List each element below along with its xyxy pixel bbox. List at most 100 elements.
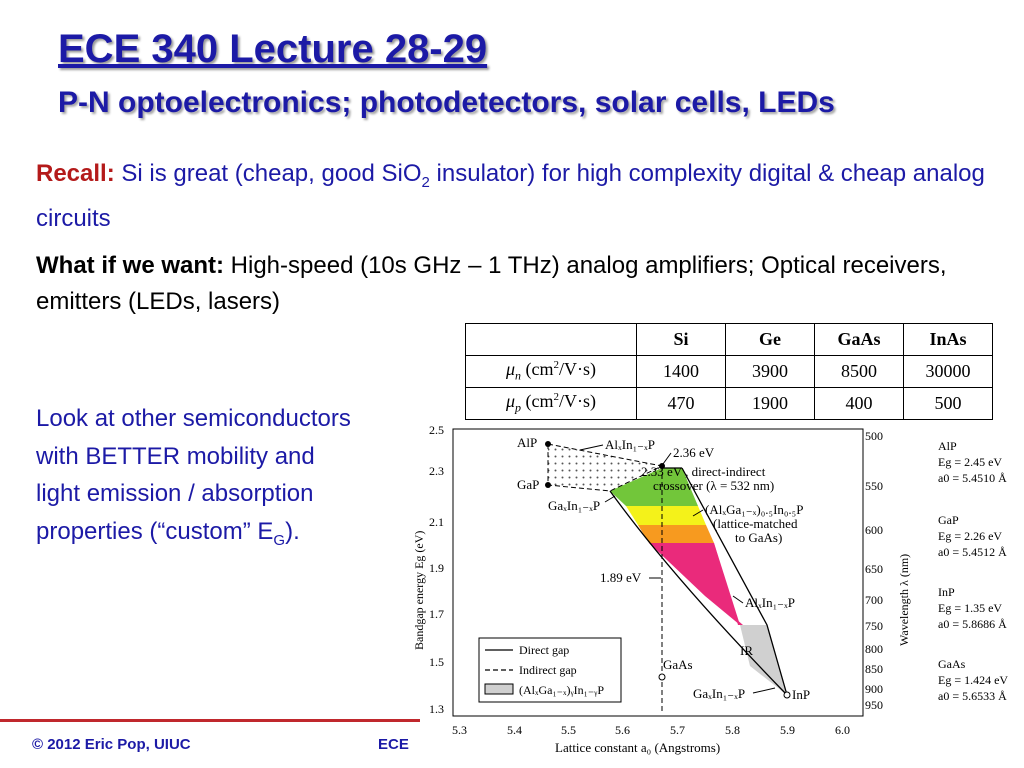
ann-gap: GaP [517, 477, 539, 492]
svg-text:5.7: 5.7 [670, 723, 685, 737]
ann-alp: AlP [517, 435, 537, 450]
ann-algainp-b: (lattice-matched [713, 516, 798, 531]
svg-text:2.5: 2.5 [429, 423, 444, 437]
svg-text:Eg = 2.45 eV: Eg = 2.45 eV [938, 455, 1002, 469]
ann-233a: 2.33 eV , direct-indirect [641, 464, 766, 479]
table-row: μn (cm2/V·s) 1400 3900 8500 30000 [465, 355, 993, 388]
wavelength-ticks: 500 550 600 650 700 750 800 850 900 950 [865, 429, 883, 712]
table-cell: 1900 [725, 387, 815, 420]
band-orange [638, 525, 714, 543]
gaas-point [658, 673, 666, 681]
svg-text:5.4: 5.4 [507, 723, 522, 737]
ann-233b: crossover (λ = 532 nm) [653, 478, 774, 493]
crossover-point [659, 463, 665, 469]
table-cell: 500 [903, 387, 993, 420]
table-header-cell: InAs [903, 323, 993, 356]
svg-text:2.3: 2.3 [429, 464, 444, 478]
table-cell: 30000 [903, 355, 993, 388]
svg-text:GaAs: GaAs [938, 657, 966, 671]
ann-inp: InP [792, 687, 810, 702]
svg-text:Eg = 1.424 eV: Eg = 1.424 eV [938, 673, 1008, 687]
footer-course: ECE [378, 736, 409, 753]
svg-text:1.9: 1.9 [429, 561, 444, 575]
row-label-mu-n: μn (cm2/V·s) [465, 355, 637, 388]
svg-text:500: 500 [865, 429, 883, 443]
svg-text:GaP: GaP [938, 513, 959, 527]
svg-text:600: 600 [865, 523, 883, 537]
look-paragraph: Look at other semiconductors with BETTER… [36, 405, 351, 549]
table-cell: 8500 [814, 355, 904, 388]
ann-ir: IR [740, 643, 753, 658]
ann-189: 1.89 eV [600, 570, 642, 585]
svg-text:2.1: 2.1 [429, 515, 444, 529]
band-pink-main [649, 543, 740, 625]
recall-label: Recall: [36, 160, 115, 187]
table-header-cell: GaAs [814, 323, 904, 356]
recall-text-a: Si is great (cheap, good SiO [114, 160, 422, 187]
svg-text:950: 950 [865, 698, 883, 712]
legend-alloy: (AlₓGa₁₋ₓ)ᵧIn₁₋ᵧP [519, 683, 604, 697]
materials-list: AlP Eg = 2.45 eV a0 = 5.4510 Å GaP Eg = … [938, 439, 1008, 703]
table-cell: 400 [814, 387, 904, 420]
bandgap-figure: AlP GaP AlₓIn₁₋ₓP 2.36 eV 2.33 eV , dire… [412, 423, 1008, 755]
want-text: High-speed (10s GHz – 1 THz) analog ampl… [36, 252, 947, 315]
svg-text:1.5: 1.5 [429, 655, 444, 669]
svg-text:800: 800 [865, 642, 883, 656]
svg-text:5.3: 5.3 [452, 723, 467, 737]
legend-direct: Direct gap [519, 643, 569, 657]
recall-text-b: insulator) for high complexity digital &… [36, 160, 985, 232]
svg-text:6.0: 6.0 [835, 723, 850, 737]
svg-text:1.3: 1.3 [429, 702, 444, 716]
recall-subscript: 2 [421, 173, 430, 191]
svg-text:Eg = 1.35 eV: Eg = 1.35 eV [938, 601, 1002, 615]
y-ticks-left: 2.5 2.3 2.1 1.9 1.7 1.5 1.3 [429, 423, 444, 716]
svg-text:a0 = 5.6533 Å: a0 = 5.6533 Å [938, 689, 1007, 703]
wedge-right-edge [681, 467, 788, 696]
x-ticks: 5.3 5.4 5.5 5.6 5.7 5.8 5.9 6.0 [452, 723, 850, 737]
gap-point [545, 482, 551, 488]
svg-text:Eg = 2.26 eV: Eg = 2.26 eV [938, 529, 1002, 543]
want-label: What if we want: [36, 252, 224, 279]
footer-rule [0, 719, 420, 722]
ann-alinp-top: AlₓIn₁₋ₓP [605, 437, 655, 452]
row-label-mu-p: μp (cm2/V·s) [465, 387, 637, 420]
ann-algainp-a: (AlₓGa₁₋ₓ)₀.₅In₀.₅P [705, 502, 803, 517]
footer-copyright: © 2012 Eric Pop, UIUC [32, 736, 191, 753]
svg-text:1.7: 1.7 [429, 607, 444, 621]
table-header-cell: Ge [725, 323, 815, 356]
recall-paragraph: Recall: Si is great (cheap, good SiO2 in… [36, 156, 986, 237]
svg-text:550: 550 [865, 479, 883, 493]
y-axis-left-label: Bandgap energy Eg (eV) [412, 531, 426, 650]
indirect-region [547, 443, 664, 492]
band-yellow [626, 506, 706, 525]
band-green [610, 468, 698, 506]
svg-text:AlP: AlP [938, 439, 957, 453]
wedge-left-curve [609, 490, 788, 696]
svg-text:900: 900 [865, 682, 883, 696]
svg-text:5.5: 5.5 [561, 723, 576, 737]
table-header-cell: Si [636, 323, 726, 356]
legend-indirect: Indirect gap [519, 663, 577, 677]
band-gray [740, 625, 787, 695]
svg-text:a0 = 5.4512 Å: a0 = 5.4512 Å [938, 545, 1007, 559]
svg-text:5.9: 5.9 [780, 723, 795, 737]
svg-text:5.8: 5.8 [725, 723, 740, 737]
ann-gainp-left: GaₓIn₁₋ₓP [548, 498, 600, 513]
svg-text:a0 = 5.4510 Å: a0 = 5.4510 Å [938, 471, 1007, 485]
slide-title: ECE 340 Lecture 28-29 [58, 27, 488, 71]
alp-point [545, 441, 551, 447]
svg-text:750: 750 [865, 619, 883, 633]
ann-algainp-c: to GaAs) [735, 530, 782, 545]
ann-alinp-mid: AlₓIn₁₋ₓP [745, 595, 795, 610]
slide-subtitle: P-N optoelectronics; photodetectors, sol… [58, 86, 835, 119]
want-paragraph: What if we want: High-speed (10s GHz – 1… [36, 248, 996, 320]
mobility-table: Si Ge GaAs InAs μn (cm2/V·s) 1400 3900 8… [465, 323, 993, 420]
table-cell: 3900 [725, 355, 815, 388]
table-cell: 470 [636, 387, 726, 420]
ann-gaas: GaAs [663, 657, 693, 672]
svg-text:InP: InP [938, 585, 955, 599]
table-corner-cell [465, 323, 637, 356]
ann-236: 2.36 eV [673, 445, 715, 460]
y-axis-right-label: Wavelength λ (nm) [897, 554, 911, 646]
x-axis-label: Lattice constant a₀ (Angstroms) [555, 740, 720, 755]
